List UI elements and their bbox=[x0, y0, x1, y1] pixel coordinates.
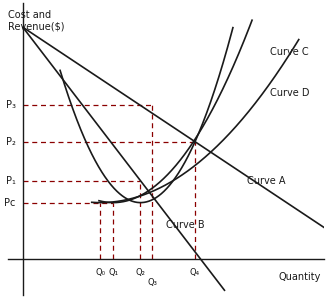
Text: Curve B: Curve B bbox=[166, 220, 205, 229]
Text: Q₂: Q₂ bbox=[135, 268, 146, 277]
Text: P₃: P₃ bbox=[6, 100, 16, 110]
Text: Q₄: Q₄ bbox=[190, 268, 200, 277]
Text: Curve A: Curve A bbox=[247, 176, 285, 186]
Text: Quantity: Quantity bbox=[279, 272, 321, 282]
Text: Cost and
Revenue($): Cost and Revenue($) bbox=[9, 10, 65, 32]
Text: Q₀: Q₀ bbox=[95, 268, 105, 277]
Text: P₂: P₂ bbox=[6, 137, 16, 147]
Text: Q₁: Q₁ bbox=[108, 268, 118, 277]
Text: Pc: Pc bbox=[4, 198, 16, 208]
Text: Curve D: Curve D bbox=[270, 88, 309, 98]
Text: Curve C: Curve C bbox=[270, 46, 308, 57]
Text: Q₃: Q₃ bbox=[147, 278, 157, 287]
Text: P₁: P₁ bbox=[6, 176, 16, 186]
